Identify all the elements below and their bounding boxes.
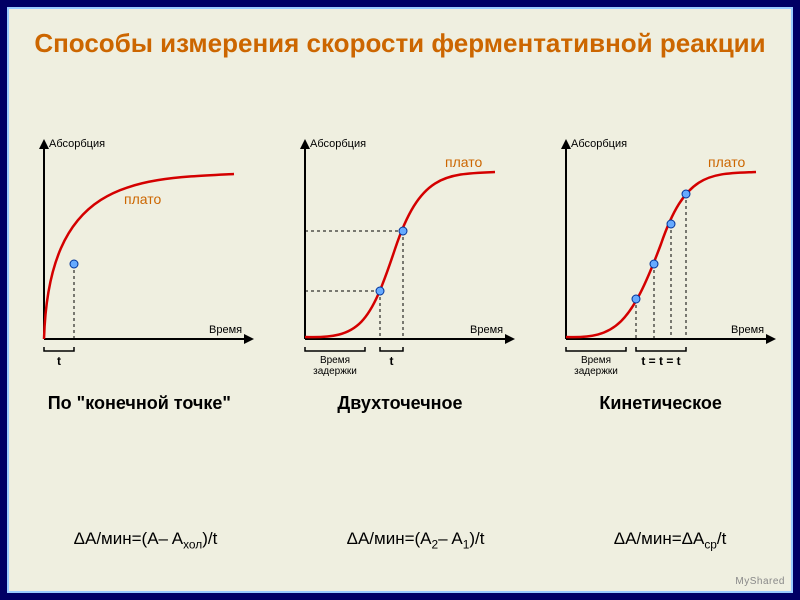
formula-twopoint: ΔA/мин=(A2– A1)/t [347, 529, 485, 551]
watermark: MyShared [735, 576, 785, 587]
svg-text:задержки: задержки [313, 366, 357, 377]
formulas-row: ΔA/мин=(A– Aхол)/t ΔA/мин=(A2– A1)/t ΔA/… [9, 529, 791, 551]
chart-kinetic-label: Кинетическое [536, 393, 786, 414]
chart-endpoint-svg: Абсорбция Время плато t [14, 129, 264, 389]
chart-endpoint: Абсорбция Время плато t По "конечной точке" [14, 129, 264, 414]
formula-endpoint: ΔA/мин=(A– Aхол)/t [74, 529, 218, 551]
slide-title: Способы измерения скорости ферментативно… [9, 9, 791, 60]
svg-text:Время: Время [581, 355, 611, 366]
svg-text:плато: плато [445, 154, 482, 170]
svg-text:Время: Время [209, 324, 242, 336]
svg-text:t: t [389, 354, 393, 368]
chart-twopoint: АбсорбцияВремяплатоВремязадержкиt Двухто… [275, 129, 525, 414]
svg-text:t: t [57, 354, 61, 368]
svg-text:Время: Время [731, 324, 764, 336]
chart-twopoint-svg: АбсорбцияВремяплатоВремязадержкиt [275, 129, 525, 389]
svg-text:t = t = t: t = t = t [641, 354, 680, 368]
outer-frame: Способы измерения скорости ферментативно… [0, 0, 800, 600]
chart-kinetic: АбсорбцияВремяплатоВремязадержкиt = t = … [536, 129, 786, 414]
svg-text:Абсорбция: Абсорбция [310, 138, 366, 150]
svg-text:плато: плато [124, 191, 161, 207]
svg-text:Абсорбция: Абсорбция [571, 138, 627, 150]
svg-text:Время: Время [320, 355, 350, 366]
svg-text:Абсорбция: Абсорбция [49, 138, 105, 150]
chart-kinetic-svg: АбсорбцияВремяплатоВремязадержкиt = t = … [536, 129, 786, 389]
svg-text:плато: плато [708, 154, 745, 170]
svg-text:задержки: задержки [574, 366, 618, 377]
formula-kinetic: ΔA/мин=ΔAср/t [614, 529, 727, 551]
chart-twopoint-label: Двухточечное [275, 393, 525, 414]
chart-endpoint-label: По "конечной точке" [14, 393, 264, 414]
svg-text:Время: Время [470, 324, 503, 336]
slide-body: Способы измерения скорости ферментативно… [7, 7, 793, 593]
charts-row: Абсорбция Время плато t По "конечной точке"… [9, 129, 791, 414]
